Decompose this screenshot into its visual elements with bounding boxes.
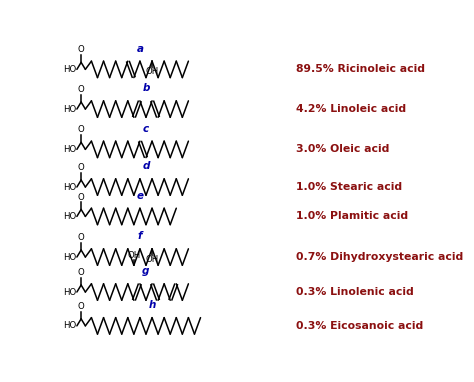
Text: O: O: [78, 233, 84, 242]
Text: d: d: [142, 162, 150, 172]
Text: OH: OH: [146, 67, 159, 76]
Text: OH: OH: [127, 251, 140, 259]
Text: HO: HO: [63, 212, 76, 221]
Text: HO: HO: [63, 65, 76, 74]
Text: HO: HO: [63, 288, 76, 296]
Text: O: O: [78, 126, 84, 134]
Text: 4.2% Linoleic acid: 4.2% Linoleic acid: [296, 104, 406, 114]
Text: 0.7% Dihydroxystearic acid: 0.7% Dihydroxystearic acid: [296, 252, 464, 262]
Text: f: f: [137, 231, 142, 241]
Text: O: O: [78, 193, 84, 202]
Text: O: O: [78, 302, 84, 311]
Text: HO: HO: [63, 253, 76, 262]
Text: e: e: [137, 191, 144, 201]
Text: OH: OH: [146, 254, 159, 264]
Text: c: c: [143, 124, 149, 134]
Text: 1.0% Stearic acid: 1.0% Stearic acid: [296, 182, 402, 192]
Text: g: g: [142, 267, 150, 277]
Text: O: O: [78, 163, 84, 172]
Text: HO: HO: [63, 183, 76, 191]
Text: O: O: [78, 268, 84, 277]
Text: h: h: [148, 300, 156, 310]
Text: O: O: [78, 85, 84, 94]
Text: 89.5% Ricinoleic acid: 89.5% Ricinoleic acid: [296, 65, 425, 74]
Text: b: b: [142, 84, 150, 94]
Text: 0.3% Eicosanoic acid: 0.3% Eicosanoic acid: [296, 321, 423, 331]
Text: O: O: [78, 45, 84, 55]
Text: HO: HO: [63, 321, 76, 330]
Text: 1.0% Plamitic acid: 1.0% Plamitic acid: [296, 212, 408, 222]
Text: 0.3% Linolenic acid: 0.3% Linolenic acid: [296, 287, 414, 297]
Text: 3.0% Oleic acid: 3.0% Oleic acid: [296, 144, 390, 154]
Text: a: a: [137, 44, 144, 54]
Text: HO: HO: [63, 105, 76, 113]
Text: HO: HO: [63, 145, 76, 154]
